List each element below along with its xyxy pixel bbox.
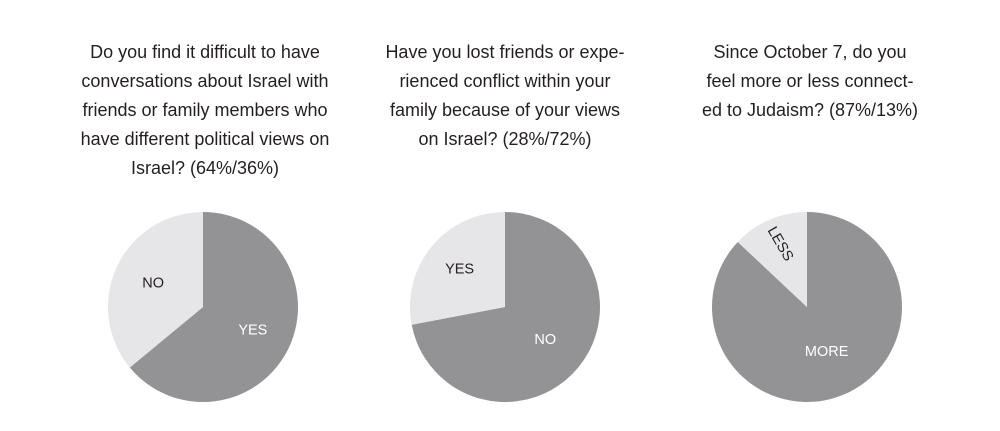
pie-chart-panel-2: Have you lost friends or expe- rienced c… xyxy=(355,0,655,431)
pie-slice-less xyxy=(737,212,807,307)
chart-title: Do you find it difficult to have convers… xyxy=(80,42,330,178)
slice-label-no: NO xyxy=(534,332,556,348)
slice-label-yes: YES xyxy=(238,322,267,338)
pie-chart-2: NO YES xyxy=(410,212,600,403)
pie-slice-no xyxy=(411,212,600,403)
chart-title: Since October 7, do you feel more or les… xyxy=(701,42,919,120)
slice-label-no: NO xyxy=(142,275,164,291)
pie-chart-panel-3: Since October 7, do you feel more or les… xyxy=(660,0,960,431)
chart-title: Have you lost friends or expe- rienced c… xyxy=(385,42,625,149)
slice-label-more: MORE xyxy=(805,344,849,360)
pie-chart-1: YES NO xyxy=(108,212,298,403)
pie-slice-yes xyxy=(129,212,298,403)
pie-chart-panel-1: Do you find it difficult to have convers… xyxy=(50,0,360,431)
pie-slice-yes xyxy=(410,212,505,325)
slice-label-yes: YES xyxy=(445,261,474,277)
pie-slice-no xyxy=(108,212,203,368)
